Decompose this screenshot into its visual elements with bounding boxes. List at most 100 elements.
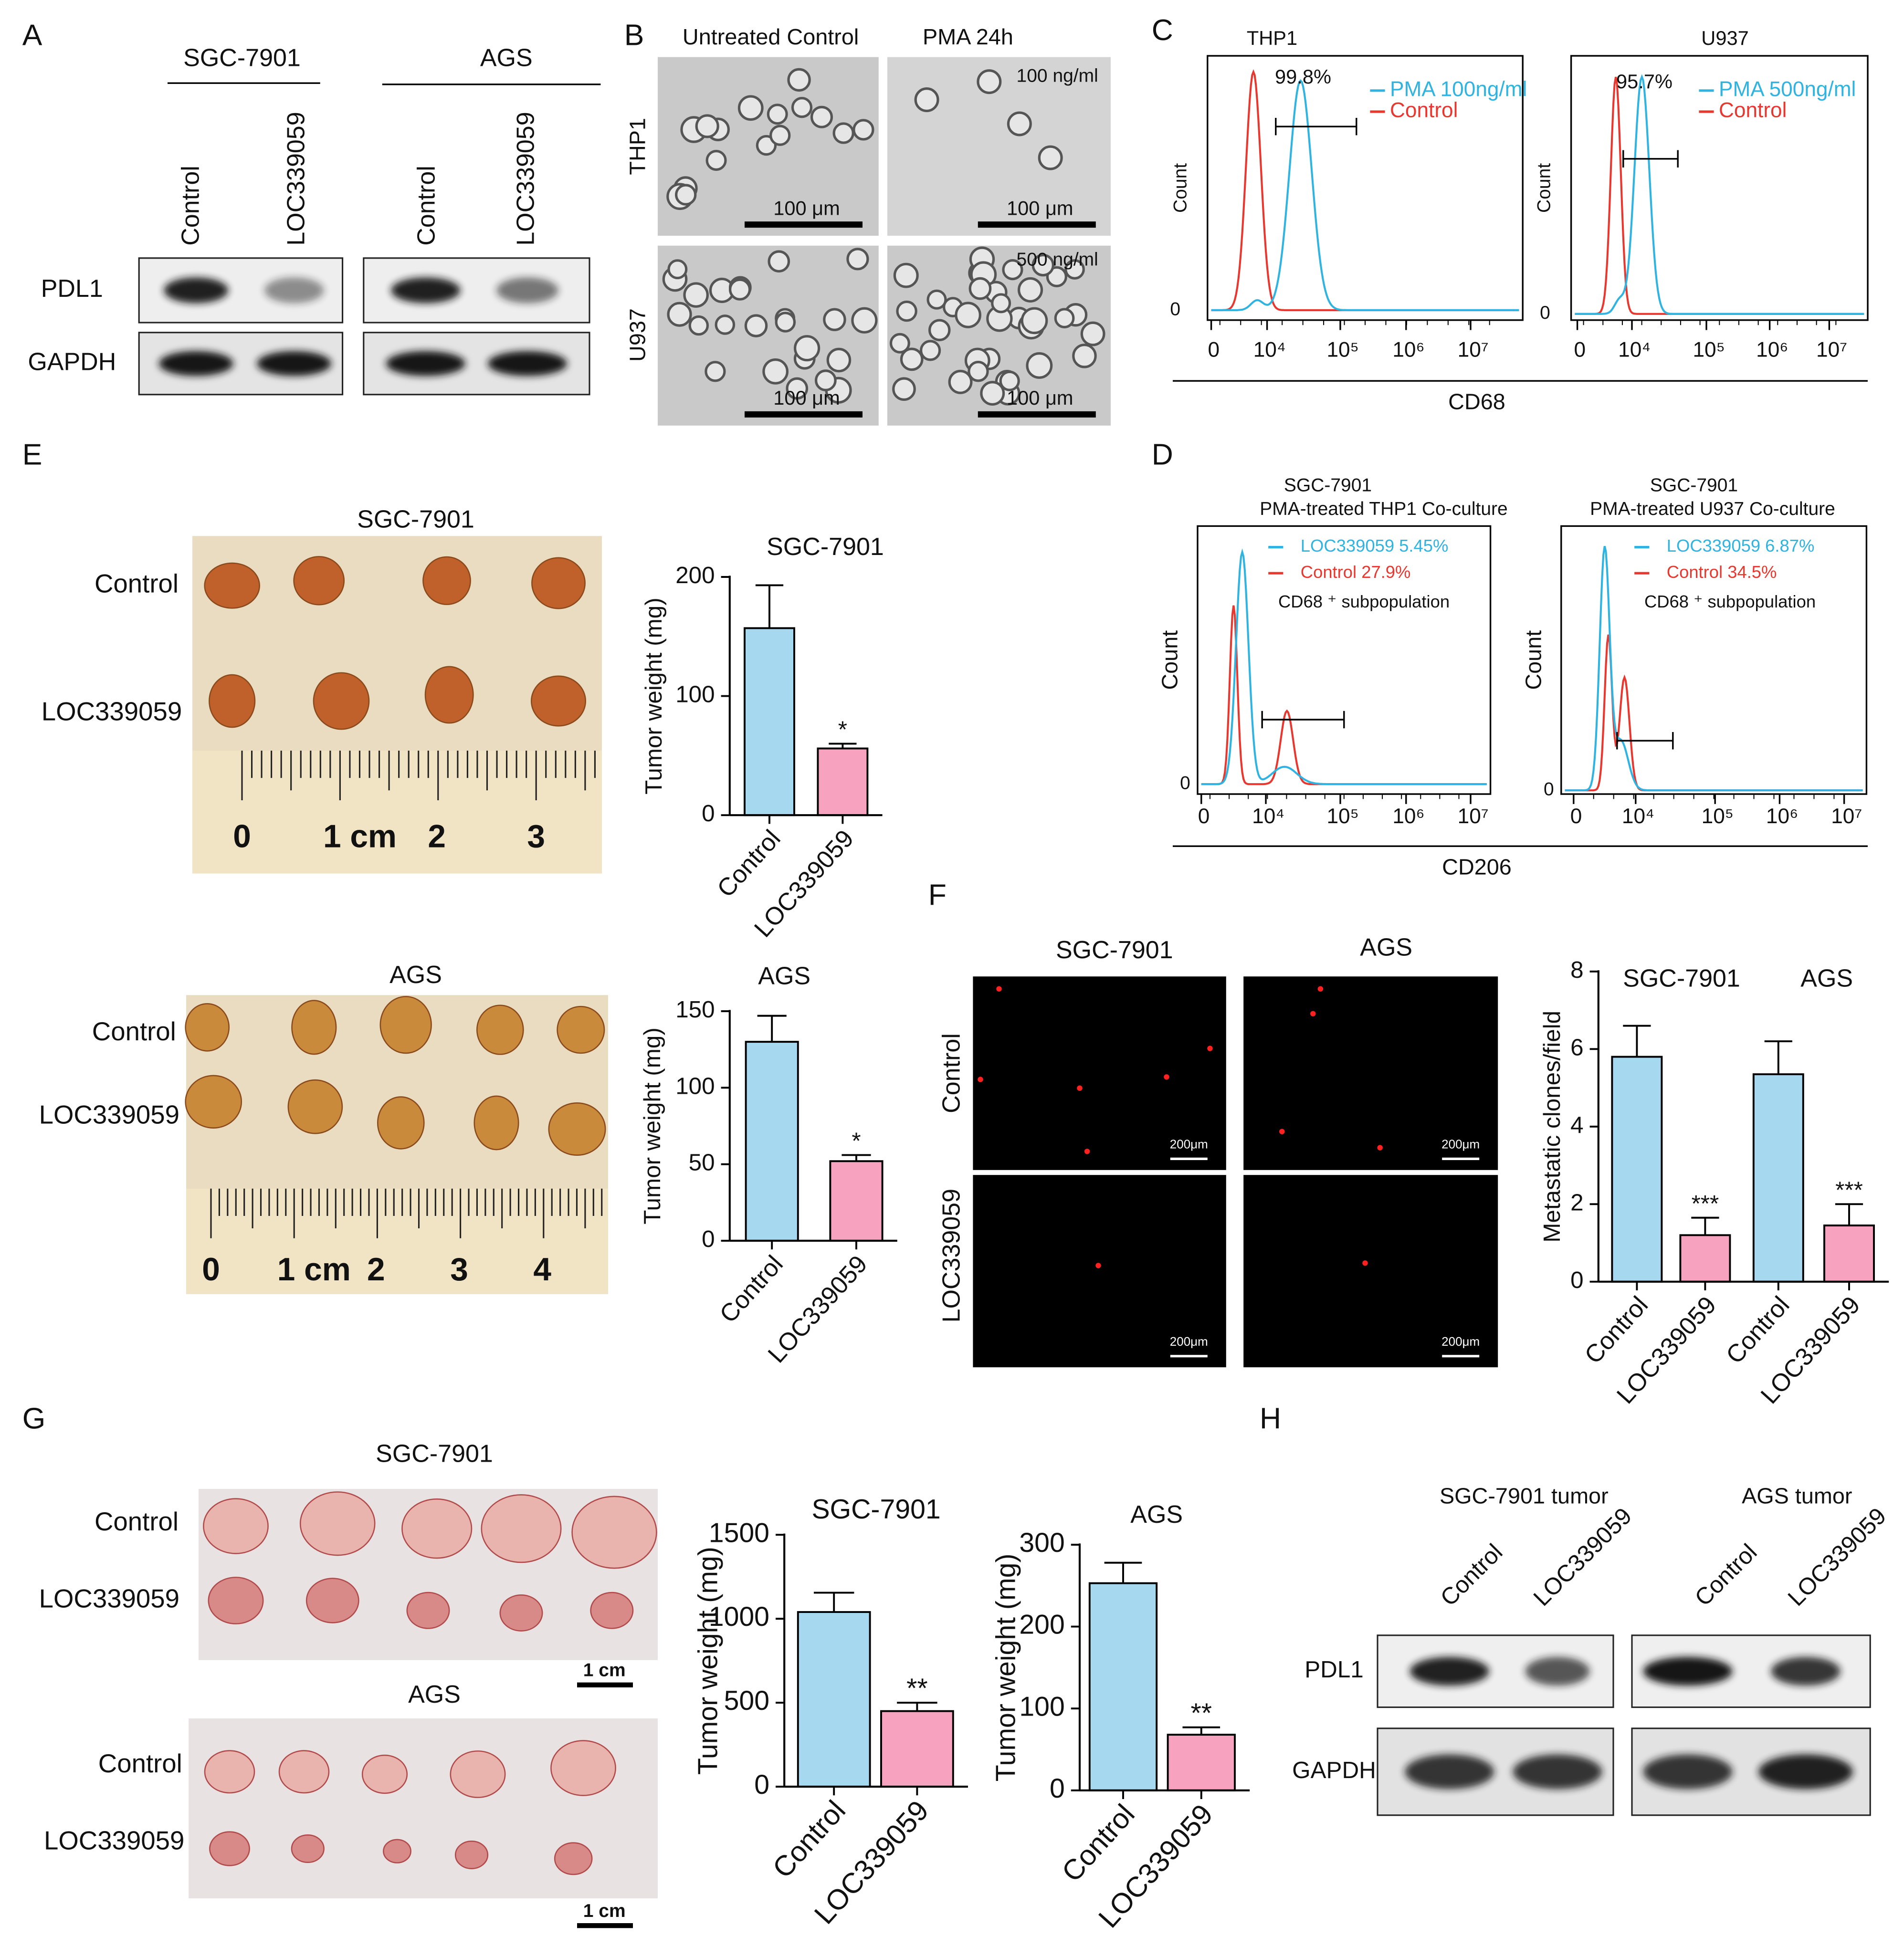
blot-band [1405, 1754, 1494, 1790]
cell [683, 282, 709, 308]
x-label: CD68 [1448, 389, 1505, 414]
tumor [571, 1496, 657, 1569]
significance: * [838, 716, 847, 743]
scale-bar-label: 200μm [1441, 1137, 1480, 1151]
bar [1088, 1582, 1158, 1791]
row-label: Control [938, 1033, 966, 1113]
lane-label: LOC339059 [1528, 1503, 1637, 1611]
tumor [204, 562, 260, 609]
legend-entry: Control 34.5% [1667, 562, 1777, 582]
row-label: Control [92, 1017, 176, 1046]
metastatic-clone [1377, 1145, 1383, 1151]
blot-band [1771, 1657, 1841, 1686]
cell [999, 370, 1020, 391]
ruler-label: 3 [527, 818, 545, 854]
plot-subtitle: PMA-treated U937 Co-culture [1590, 499, 1835, 519]
y-label: Count [1157, 630, 1182, 690]
tumor [278, 1750, 330, 1794]
cell [814, 369, 837, 391]
column-label: AGS [1360, 934, 1412, 962]
panel-letter: A [22, 19, 42, 52]
blot-band [1643, 1657, 1733, 1686]
tumor [361, 1754, 408, 1794]
scale-bar-label: 200μm [1170, 1137, 1208, 1151]
y-tick-label: 100 [675, 681, 715, 708]
fluorescence-image [973, 976, 1226, 1170]
metastatic-clone [1207, 1046, 1213, 1051]
cell [852, 119, 874, 141]
tumor [287, 1079, 343, 1134]
blot-group: SGC-7901 [183, 44, 301, 72]
cell [728, 278, 751, 301]
cell [948, 369, 973, 394]
x-tick-label: Control [766, 1794, 852, 1884]
histogram-curve [1565, 546, 1863, 792]
x-tick-label: 10⁶ [1756, 338, 1788, 361]
row-label: Control [98, 1749, 182, 1778]
blot-group: SGC-7901 tumor [1440, 1484, 1609, 1508]
bar [1679, 1234, 1731, 1283]
cell [667, 302, 692, 327]
x-tick-label: 10⁷ [1816, 338, 1847, 361]
cell [1080, 321, 1105, 346]
chart-title: SGC-7901 [767, 533, 884, 561]
cell [769, 125, 791, 146]
cell [832, 122, 854, 144]
y-tick-label: 0 [1544, 779, 1554, 799]
blot-band [391, 277, 461, 304]
y-label: Count [1521, 630, 1546, 690]
tumor [481, 1494, 562, 1563]
panel-letter: E [22, 438, 42, 471]
y-tick-label: 0 [1570, 1267, 1583, 1293]
x-tick-label: Control [712, 825, 786, 902]
bar [1823, 1225, 1875, 1283]
x-tick-label: 10⁵ [1326, 805, 1358, 828]
cell [851, 307, 878, 334]
group-label: AGS [1800, 965, 1853, 993]
photo-title: AGS [408, 1681, 461, 1708]
metastatic-clone [1164, 1074, 1169, 1080]
cell [900, 347, 924, 371]
y-tick-label: 0 [1180, 773, 1190, 793]
tumor [291, 1000, 337, 1055]
cell [968, 361, 989, 382]
legend-entry: PMA 500ng/ml [1719, 77, 1856, 101]
x-label: CD206 [1442, 854, 1512, 879]
cell [791, 97, 813, 118]
scale-bar-label: 100 μm [1007, 387, 1073, 409]
tumor [293, 556, 345, 606]
y-label: Tumor weight (mg) [990, 1554, 1021, 1782]
y-tick-label: 8 [1570, 957, 1583, 983]
metastatic-clone [1084, 1149, 1090, 1154]
x-tick-label: 10⁵ [1702, 805, 1734, 828]
scale-bar-label: 1 cm [583, 1660, 626, 1680]
y-label: Metastatic clones/field [1539, 1011, 1565, 1243]
x-tick-label: 10⁴ [1622, 805, 1654, 828]
cell [688, 315, 709, 336]
metastatic-clone [1279, 1129, 1285, 1134]
tumor [401, 1498, 473, 1559]
scale-bar-label: 1 cm [583, 1901, 626, 1921]
metastatic-clone [996, 986, 1002, 992]
y-tick-label: 0 [1170, 299, 1180, 319]
x-tick-label: 0 [1198, 805, 1210, 828]
metastatic-clone [1095, 1263, 1101, 1268]
cell [955, 302, 981, 328]
histogram-curve [1565, 634, 1863, 792]
bar [797, 1611, 871, 1788]
blot-band [1513, 1754, 1602, 1790]
panel-letter: D [1152, 438, 1173, 471]
plot-subtitle: PMA-treated THP1 Co-culture [1260, 499, 1507, 519]
cell [737, 95, 764, 121]
y-tick-label: 300 [1019, 1528, 1064, 1558]
tumor [379, 995, 432, 1054]
row-label: U937 [625, 308, 650, 362]
y-tick-label: 1500 [709, 1518, 769, 1548]
tumor [499, 1594, 543, 1632]
legend-entry: PMA 100ng/ml [1390, 77, 1527, 101]
x-tick-label: 10⁶ [1766, 805, 1798, 828]
blot-band [496, 277, 559, 304]
y-tick-label: 150 [675, 996, 715, 1023]
x-tick-label: 10⁶ [1392, 338, 1424, 361]
tumor [476, 1005, 524, 1055]
